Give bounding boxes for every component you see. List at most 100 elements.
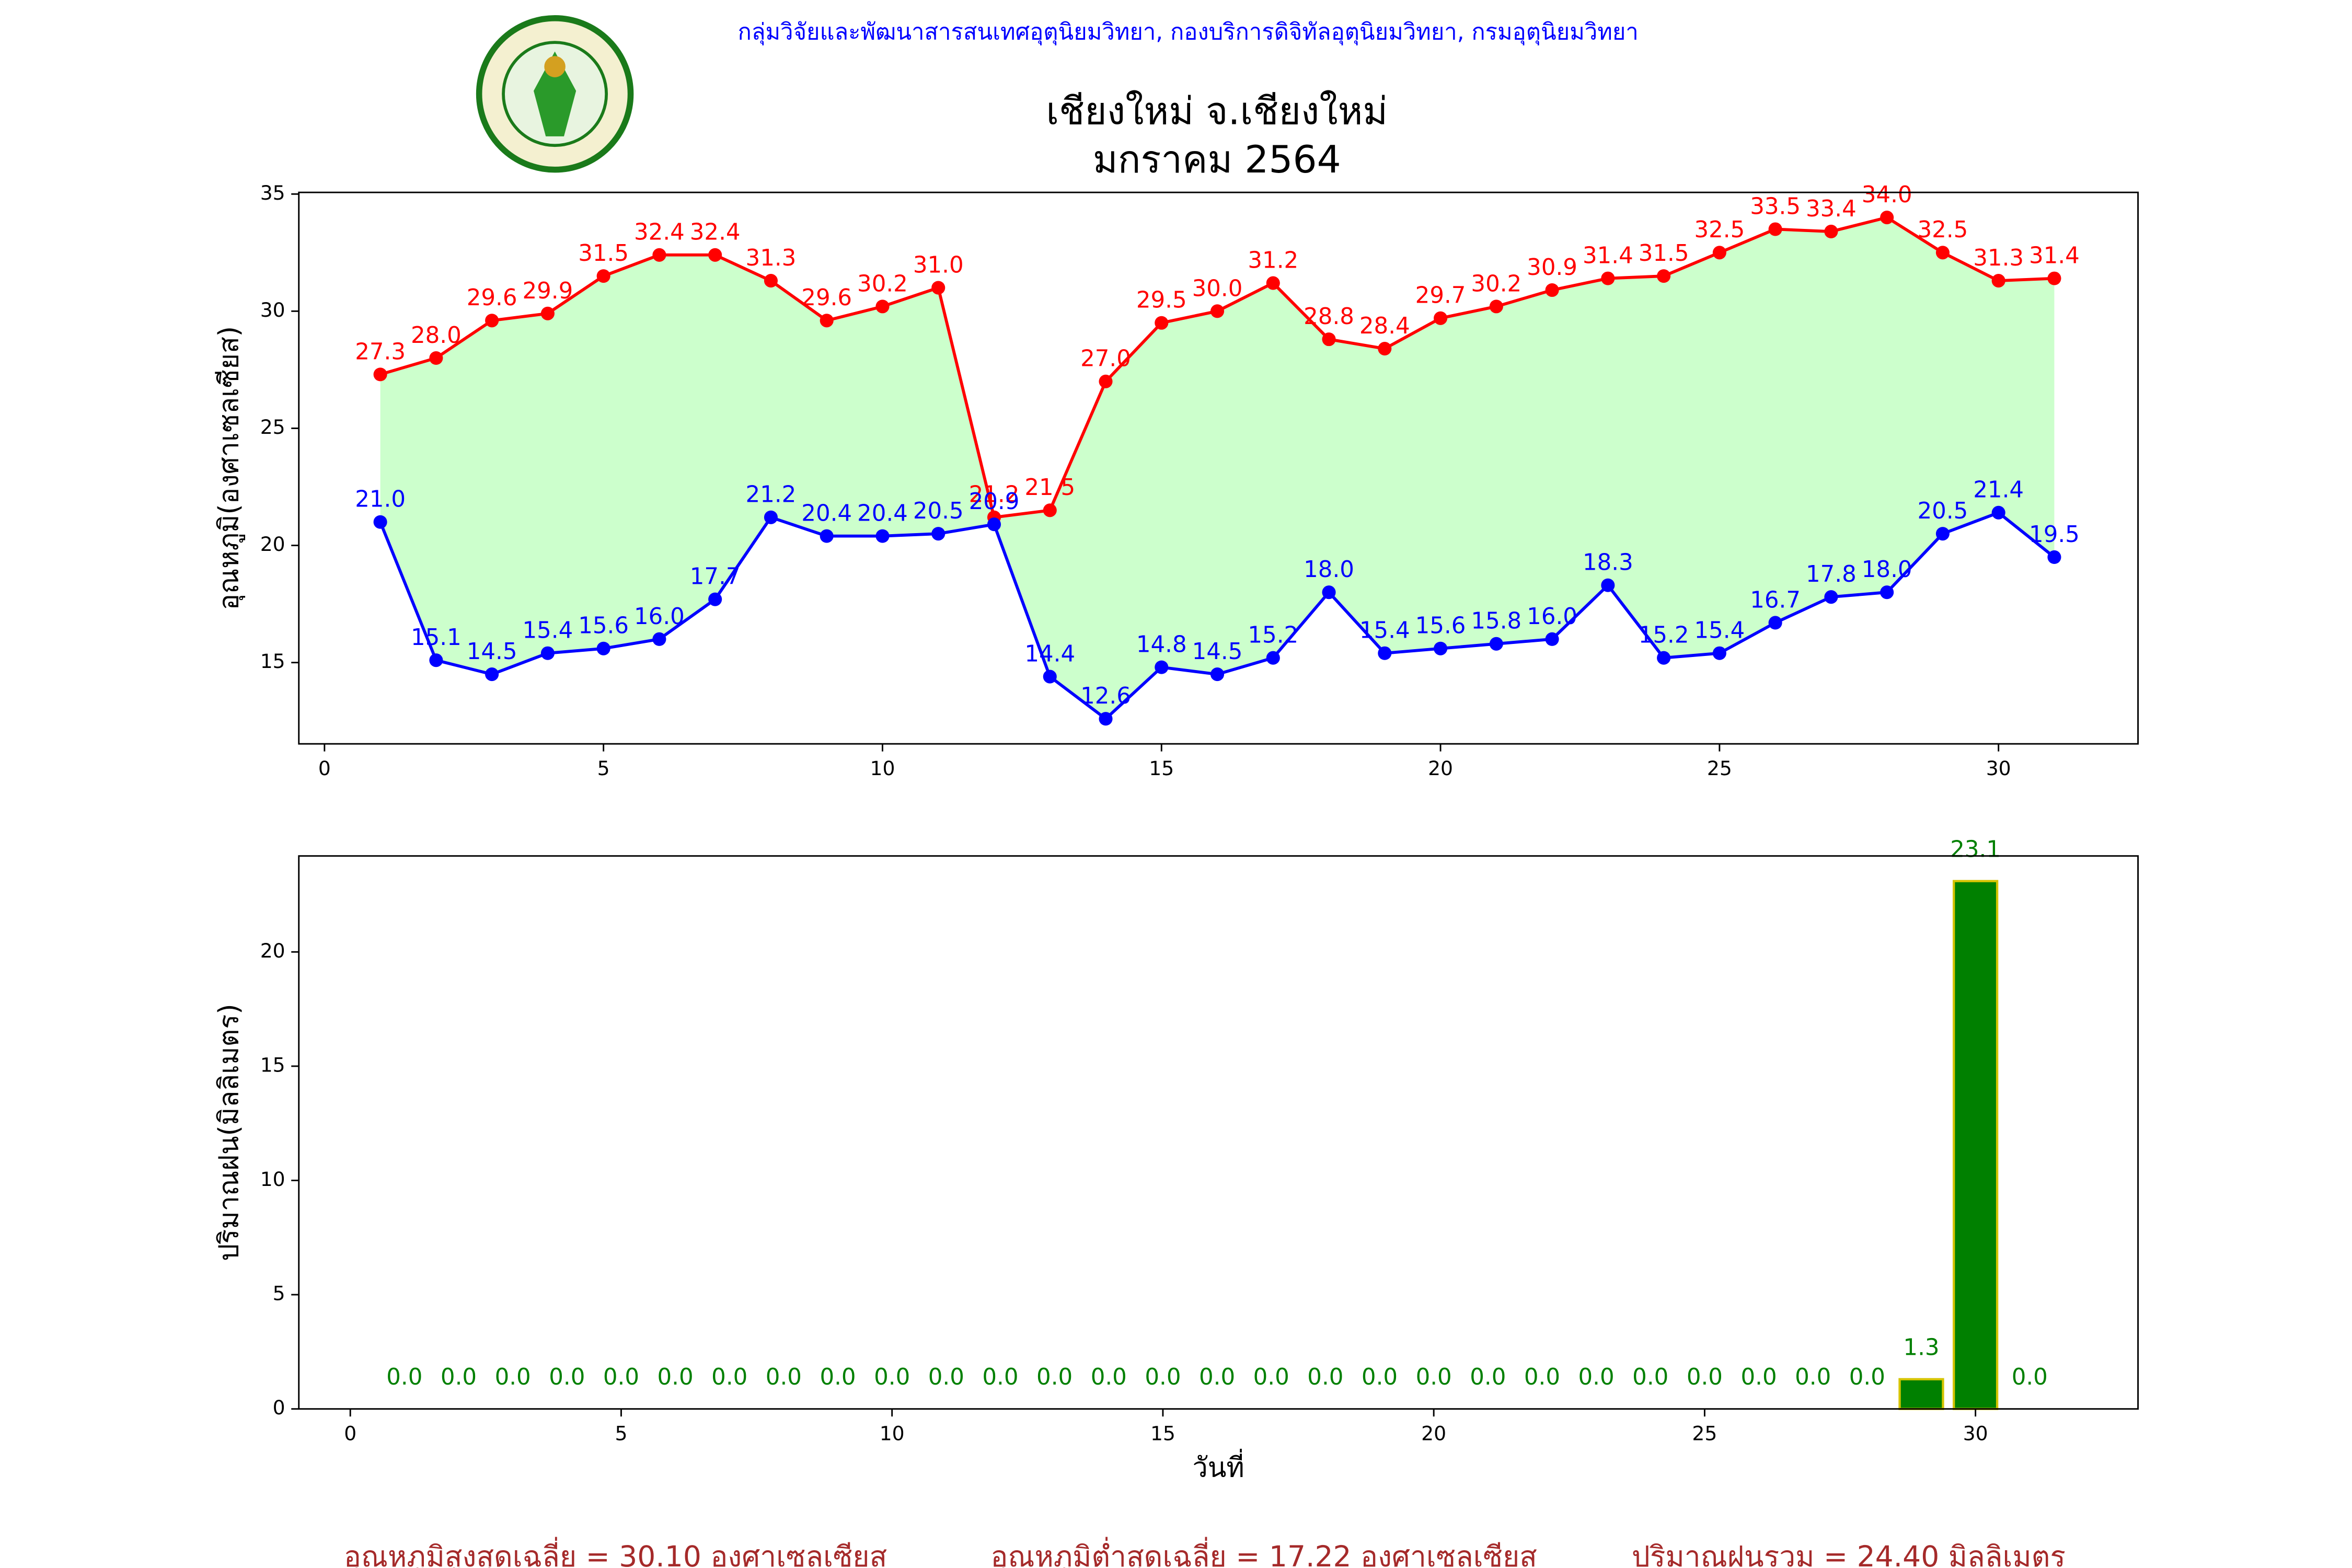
value-label: 0.0	[658, 1364, 694, 1390]
value-label: 31.4	[2029, 243, 2080, 269]
point	[1434, 641, 1448, 655]
point	[931, 281, 946, 295]
point	[485, 667, 499, 682]
value-label: 29.6	[467, 285, 517, 311]
point	[764, 510, 778, 524]
y-tick-label: 25	[260, 416, 285, 439]
header: กลุ่มวิจัยและพัฒนาสารสนเทศอุตุนิยมวิทยา,…	[738, 19, 1639, 45]
point	[875, 529, 890, 543]
value-label: 0.0	[1307, 1364, 1343, 1390]
value-label: 15.4	[1694, 618, 1745, 644]
value-label: 0.0	[982, 1364, 1018, 1390]
y-tick-label: 0	[273, 1396, 285, 1419]
value-label: 29.9	[522, 278, 573, 304]
point	[1768, 616, 1782, 630]
plot-frame	[298, 191, 2139, 745]
point	[1824, 590, 1838, 604]
x-tick-label: 5	[597, 757, 610, 780]
logo	[476, 15, 634, 173]
value-label: 34.0	[1862, 182, 1912, 208]
value-label: 0.0	[1849, 1364, 1885, 1390]
x-tick-label: 20	[1421, 1422, 1446, 1445]
point	[1210, 667, 1225, 682]
value-label: 0.0	[1362, 1364, 1398, 1390]
value-label: 16.7	[1750, 587, 1801, 613]
footer-stat: ปริมาณฝนรวม = 24.40 มิลลิเมตร	[1632, 1540, 2066, 1568]
value-label: 14.4	[1024, 641, 1075, 667]
point	[820, 529, 834, 543]
value-label: 0.0	[874, 1364, 910, 1390]
point	[1489, 637, 1503, 651]
point	[1099, 374, 1113, 388]
footer-stat: อุณหภูมิต่ำสุดเฉลี่ย = 17.22 องศาเซลเซีย…	[990, 1537, 1537, 1568]
point	[373, 367, 387, 382]
y-tick-label: 10	[260, 1168, 285, 1191]
point	[596, 269, 610, 283]
point	[1601, 578, 1615, 592]
point	[1043, 670, 1057, 684]
point	[1210, 304, 1225, 318]
point	[764, 274, 778, 288]
point	[1322, 585, 1336, 599]
y-tick-label: 30	[260, 298, 285, 321]
x-axis-label: วันที่	[1192, 1449, 1244, 1484]
value-label: 0.0	[1416, 1364, 1452, 1390]
point	[1545, 283, 1559, 297]
point	[987, 517, 1001, 532]
value-label: 0.0	[1470, 1364, 1506, 1390]
point	[429, 653, 443, 667]
plot-frame	[298, 855, 2139, 1410]
point	[485, 314, 499, 328]
point	[1991, 274, 2005, 288]
value-label: 30.2	[857, 271, 908, 297]
value-label: 15.6	[1415, 613, 1466, 639]
value-label: 0.0	[1036, 1364, 1073, 1390]
point	[2047, 271, 2061, 285]
point	[652, 248, 666, 262]
value-label: 14.5	[1192, 639, 1243, 665]
value-label: 31.3	[1973, 245, 2024, 271]
point	[1043, 503, 1057, 517]
point	[1935, 246, 1950, 260]
value-label: 20.5	[913, 498, 964, 524]
value-label: 18.3	[1583, 550, 1633, 576]
value-label: 32.4	[690, 220, 741, 246]
y-tick-label: 20	[260, 533, 285, 556]
value-label: 16.0	[1527, 604, 1577, 630]
value-label: 29.7	[1415, 283, 1466, 309]
value-label: 15.8	[1471, 608, 1521, 635]
value-label: 0.0	[1687, 1364, 1723, 1390]
value-label: 31.2	[1248, 247, 1298, 273]
value-label: 14.8	[1136, 632, 1187, 658]
x-tick-label: 30	[1986, 757, 2011, 780]
value-label: 31.4	[1583, 243, 1633, 269]
value-label: 30.0	[1192, 275, 1243, 302]
value-label: 20.5	[1918, 498, 1968, 524]
value-label: 0.0	[1632, 1364, 1668, 1390]
point	[1712, 246, 1726, 260]
value-label: 0.0	[1740, 1364, 1777, 1390]
value-label: 28.0	[411, 322, 462, 349]
value-label: 0.0	[441, 1364, 477, 1390]
point	[1935, 527, 1950, 541]
value-label: 31.0	[913, 252, 964, 278]
value-label: 15.2	[1248, 622, 1298, 649]
value-label: 19.5	[2029, 522, 2080, 548]
y-tick-label: 15	[260, 650, 285, 673]
value-label: 20.9	[969, 489, 1020, 515]
value-label: 0.0	[711, 1364, 747, 1390]
value-label: 30.2	[1471, 271, 1521, 297]
value-label: 17.7	[690, 564, 741, 590]
point	[2047, 550, 2061, 564]
value-label: 28.4	[1359, 313, 1410, 339]
y-tick-label: 20	[260, 939, 285, 962]
value-label: 33.4	[1806, 196, 1857, 222]
y-tick-label: 15	[260, 1053, 285, 1076]
point	[1880, 585, 1894, 599]
point	[1378, 646, 1392, 660]
point	[1768, 222, 1782, 236]
value-label: 15.4	[522, 618, 573, 644]
point	[1099, 712, 1113, 726]
value-label: 15.2	[1639, 622, 1689, 649]
x-tick-label: 5	[615, 1422, 627, 1445]
